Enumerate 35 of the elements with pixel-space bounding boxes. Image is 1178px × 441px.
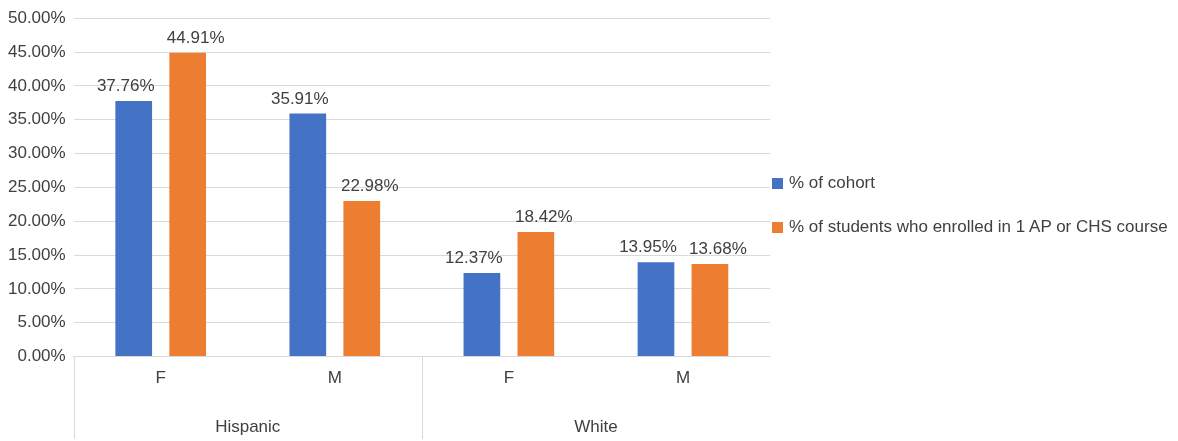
y-tick-label: 20.00% — [7, 210, 66, 230]
text: Hispanic — [215, 416, 281, 436]
y-tick-label: 40.00% — [7, 75, 66, 95]
data-label: 37.76% — [96, 76, 155, 96]
bar — [289, 113, 327, 357]
y-tick-label: 30.00% — [7, 143, 66, 163]
y-tick-label: 45.00% — [7, 41, 66, 61]
bar — [343, 201, 381, 357]
data-label: 44.91% — [166, 27, 225, 47]
x-tick-label: F — [155, 368, 166, 388]
legend-label: % of cohort — [789, 172, 875, 194]
y-tick-label: 5.00% — [17, 312, 66, 332]
text: White — [574, 416, 618, 436]
x-tick-label: M — [675, 368, 691, 388]
x-tick-label: M — [327, 368, 342, 388]
data-label: 35.91% — [270, 88, 329, 108]
data-label: 13.95% — [619, 237, 677, 257]
data-label: 22.98% — [340, 176, 399, 196]
y-tick-label: 10.00% — [7, 278, 66, 298]
bar — [637, 262, 675, 357]
data-label: 12.37% — [445, 248, 503, 268]
y-tick-label: 25.00% — [7, 177, 66, 197]
y-tick-label: 35.00% — [7, 109, 66, 129]
data-label: 18.42% — [515, 207, 573, 227]
legend-label: % of students who enrolled in 1 AP or CHS course — [789, 216, 1168, 238]
bar — [517, 231, 555, 357]
y-tick-label: 15.00% — [7, 244, 66, 264]
x-tick-label: F — [503, 368, 515, 388]
bar — [115, 101, 153, 357]
y-tick-label: 50.00% — [7, 7, 66, 27]
y-tick-label: 0.00% — [17, 346, 66, 366]
bar — [169, 52, 207, 357]
bar — [691, 264, 729, 357]
bar — [463, 272, 501, 357]
data-label: 13.68% — [689, 239, 747, 259]
